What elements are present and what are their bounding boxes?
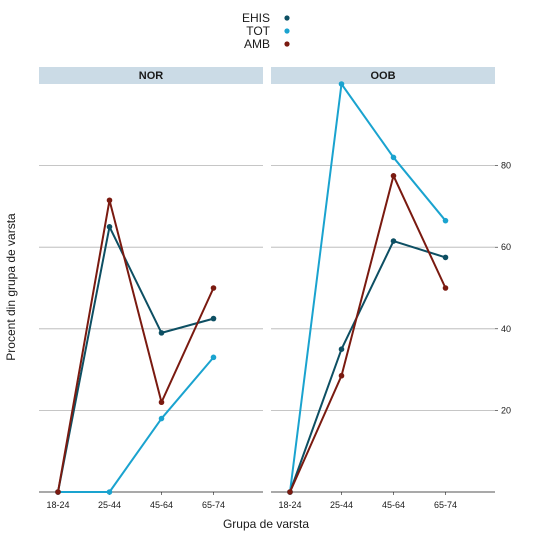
x-tick-label: 25-44 bbox=[98, 500, 121, 510]
panel-strip bbox=[39, 67, 263, 84]
y-tick-label: 80 bbox=[501, 161, 511, 171]
data-point-amb-25-44 bbox=[338, 372, 345, 379]
x-tick-label: 45-64 bbox=[150, 500, 173, 510]
y-axis-title: Procent din grupa de varsta bbox=[4, 213, 18, 361]
x-tick-label: 65-74 bbox=[434, 500, 457, 510]
data-point-tot-25-44 bbox=[106, 489, 113, 495]
panel-strip bbox=[271, 67, 495, 84]
series-line-ehis bbox=[289, 240, 446, 493]
data-point-ehis-45-64 bbox=[390, 238, 397, 244]
data-point-amb-45-64 bbox=[158, 399, 165, 406]
legend-label-ehis: EHIS bbox=[242, 11, 270, 25]
y-tick-label: 60 bbox=[501, 242, 511, 252]
data-point-tot-45-64 bbox=[390, 154, 397, 161]
data-point-ehis-45-64 bbox=[158, 330, 165, 336]
data-point-ehis-65-74 bbox=[210, 315, 217, 322]
x-tick-label: 25-44 bbox=[330, 500, 353, 510]
panel-title: OOB bbox=[370, 70, 395, 82]
x-tick-label: 65-74 bbox=[202, 500, 225, 510]
x-axis-title: Grupa de varsta bbox=[223, 517, 309, 531]
data-point-tot-45-64 bbox=[158, 415, 165, 422]
series-line-tot bbox=[289, 83, 447, 493]
y-tick-label: 20 bbox=[501, 405, 511, 415]
data-point-amb-65-74 bbox=[442, 285, 449, 291]
data-point-amb-45-64 bbox=[390, 173, 397, 179]
series-line-amb bbox=[57, 199, 215, 493]
axes: Grupa de varsta Procent din grupa de var… bbox=[4, 161, 511, 531]
x-tick-label: 18-24 bbox=[46, 500, 69, 510]
panel-oob: OOB 18-24 25-44 45-64 65-74 bbox=[271, 67, 495, 510]
series-line-ehis bbox=[57, 225, 214, 493]
data-point-ehis-65-74 bbox=[442, 254, 449, 261]
data-point-amb-65-74 bbox=[210, 285, 217, 291]
data-point-amb-18-24 bbox=[287, 489, 293, 495]
legend-label-tot: TOT bbox=[246, 24, 270, 38]
panel-title: NOR bbox=[139, 70, 164, 82]
data-point-amb-18-24 bbox=[55, 489, 61, 495]
panels: NOR 18-24 25-44 45-64 65-74 OOB 18-24 25-44 45-6… bbox=[39, 67, 495, 510]
legend-marker-amb bbox=[284, 41, 290, 47]
y-tick-label: 40 bbox=[501, 324, 511, 334]
legend-marker-ehis bbox=[284, 15, 290, 21]
panel-nor: NOR 18-24 25-44 45-64 65-74 bbox=[39, 67, 263, 510]
data-point-tot-25-44 bbox=[338, 81, 345, 87]
data-point-ehis-25-44 bbox=[106, 224, 113, 230]
x-tick-label: 18-24 bbox=[278, 500, 301, 510]
legend-marker-tot bbox=[284, 28, 290, 34]
series-line-tot bbox=[58, 356, 215, 493]
data-point-amb-25-44 bbox=[106, 197, 113, 204]
data-point-ehis-25-44 bbox=[338, 346, 345, 353]
x-tick-label: 45-64 bbox=[382, 500, 405, 510]
legend-label-amb: AMB bbox=[244, 37, 270, 51]
data-point-tot-65-74 bbox=[210, 354, 217, 361]
series-line-amb bbox=[289, 174, 447, 493]
data-point-tot-65-74 bbox=[442, 217, 449, 224]
